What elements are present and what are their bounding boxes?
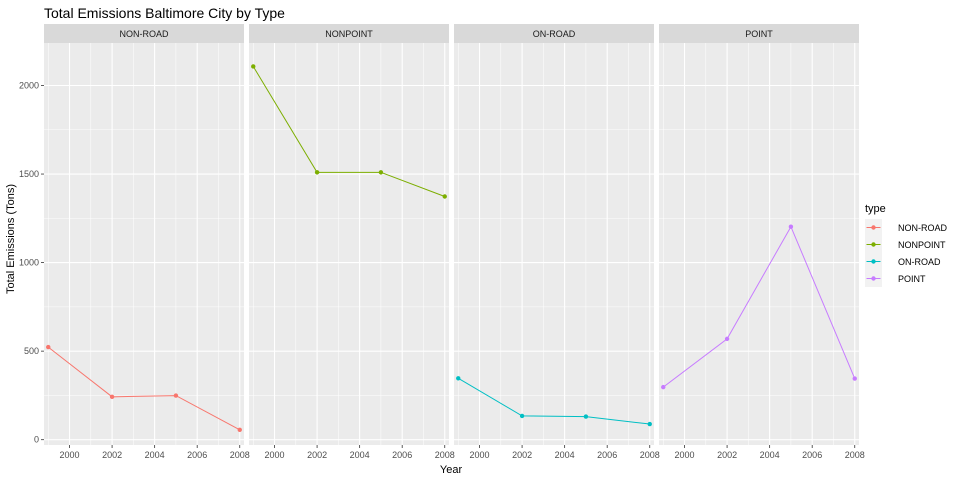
data-point-on-road-2002 [519,413,525,419]
strip-label-point: POINT [745,29,773,39]
data-point-non-road-2002 [109,394,115,400]
x-tick-label: 2006 [802,450,822,460]
y-tick-label: 0 [34,435,39,445]
x-tick-label: 2008 [845,450,865,460]
legend-label-non-road: NON-ROAD [898,223,947,233]
data-point-non-road-2008 [237,427,242,433]
data-point-on-road-1999 [456,376,461,381]
strip-non-road [44,24,244,43]
strip-point [659,24,859,43]
x-tick-label: 2002 [307,450,327,460]
data-point-nonpoint-2008 [442,194,447,199]
x-tick-label: 2008 [230,450,250,460]
x-tick-label: 2004 [145,450,165,460]
y-tick-label: 2000 [19,81,39,91]
strip-label-non-road: NON-ROAD [120,29,169,39]
y-axis: 0 500 1000 1500 2000 [19,81,44,445]
data-point-point-2008 [852,376,857,381]
series-line-point [662,225,856,388]
x-tick-label: 2000 [470,450,490,460]
panel-background [659,43,859,445]
legend-title: type [865,203,886,215]
legend-key-point-on-road [871,259,876,264]
x-tick-label: 2008 [640,450,660,460]
x-tick-label: 2002 [102,450,122,460]
x-tick-label: 2002 [717,450,737,460]
data-point-point-1999 [661,384,666,390]
x-tick-label: 2004 [555,450,575,460]
panel-background [249,43,449,445]
x-axis-title: Year [440,464,463,476]
legend-key-point-non-road [871,225,876,230]
data-point-on-road-2005 [583,414,589,419]
chart-title: Total Emissions Baltimore City by Type [44,5,285,21]
data-point-nonpoint-2005 [378,170,384,175]
series-line-on-road [458,377,650,425]
y-tick-label: 1000 [19,258,39,268]
series-line-non-road [47,346,240,431]
y-axis-title: Total Emissions (Tons) [5,184,17,294]
data-point-nonpoint-1999 [251,64,256,69]
y-tick-label: 1500 [19,169,39,179]
panel-on-road: ON-ROAD 2000 2002 2004 2006 2008 [454,24,660,460]
x-tick-label: 2006 [187,450,207,460]
y-tick-label: 500 [24,346,39,356]
data-point-point-2005 [788,224,794,229]
x-tick-label: 2004 [350,450,370,460]
legend-label-nonpoint: NONPOINT [898,240,946,250]
x-tick-label: 2004 [760,450,780,460]
strip-label-nonpoint: NONPOINT [325,29,373,39]
x-tick-label: 2008 [435,450,455,460]
x-tick-label: 2006 [597,450,617,460]
x-tick-label: 2000 [60,450,80,460]
panel-background [454,43,654,445]
legend-label-on-road: ON-ROAD [898,257,941,267]
data-point-on-road-2008 [647,421,652,427]
strip-label-on-road: ON-ROAD [533,29,576,39]
facet-panels: NON-ROAD 2000 2002 2004 2006 2008 NONPOINT 2000… [44,24,865,460]
legend: type NON-ROAD NONPOINT ON-ROAD POINT [865,203,947,287]
panel-point: POINT 2000 2002 2004 2006 2008 [659,24,865,460]
panel-nonpoint: NONPOINT 2000 2002 2004 2006 2008 [249,24,455,460]
data-point-point-2002 [724,336,730,342]
data-point-nonpoint-2002 [314,170,320,175]
x-tick-label: 2006 [392,450,412,460]
legend-key-point-nonpoint [871,242,876,247]
strip-on-road [454,24,654,43]
legend-key-point-point [871,276,876,281]
panel-non-road: NON-ROAD 2000 2002 2004 2006 2008 [44,24,250,460]
x-tick-label: 2000 [675,450,695,460]
x-tick-label: 2002 [512,450,532,460]
data-point-non-road-1999 [46,344,51,350]
strip-nonpoint [249,24,449,43]
panel-background [44,43,244,445]
legend-label-point: POINT [898,274,926,284]
x-tick-label: 2000 [265,450,285,460]
data-point-non-road-2005 [173,393,179,398]
series-line-nonpoint [252,66,445,197]
